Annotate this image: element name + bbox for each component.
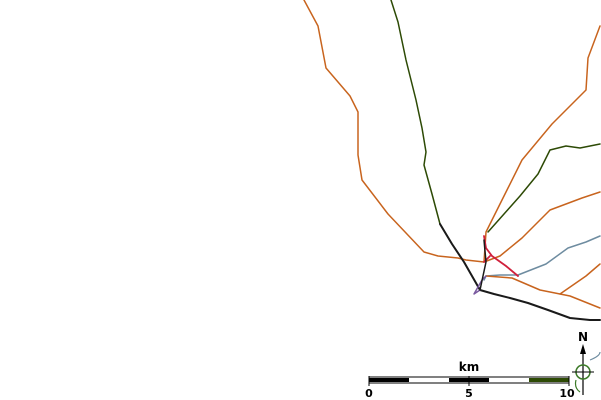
scale-segment-4 [489,378,529,382]
north-arrow-gray-trace-2 [574,379,581,393]
scale-tick-label-10: 10 [559,387,575,400]
north-arrow-icon [572,344,601,395]
north-arrow-gray-trace [589,351,601,361]
black-route [439,223,601,321]
black-route-connector [479,239,487,291]
red-route [483,235,519,277]
scale-segment-2 [409,378,449,382]
orange-route-junction-southeast [485,275,601,309]
orange-route-southeast [559,263,601,295]
dark-green-route-northeast [487,143,601,233]
north-label: N [578,330,588,344]
scale-unit-label: km [459,360,479,374]
north-arrow-head [580,344,586,354]
orange-route-west [303,0,485,263]
red-route-spur [483,255,491,263]
scale-tick-label-5: 5 [465,387,473,400]
orange-route-northeast [483,25,601,263]
orange-route-east [483,191,601,263]
scale-bar: km 0 5 10 [365,360,575,400]
north-arrow: N [572,330,601,395]
routes-layer [303,0,601,321]
scale-segment-1 [369,378,409,382]
scale-segment-5 [529,378,569,382]
scale-tick-label-0: 0 [365,387,373,400]
purple-route [473,275,487,295]
